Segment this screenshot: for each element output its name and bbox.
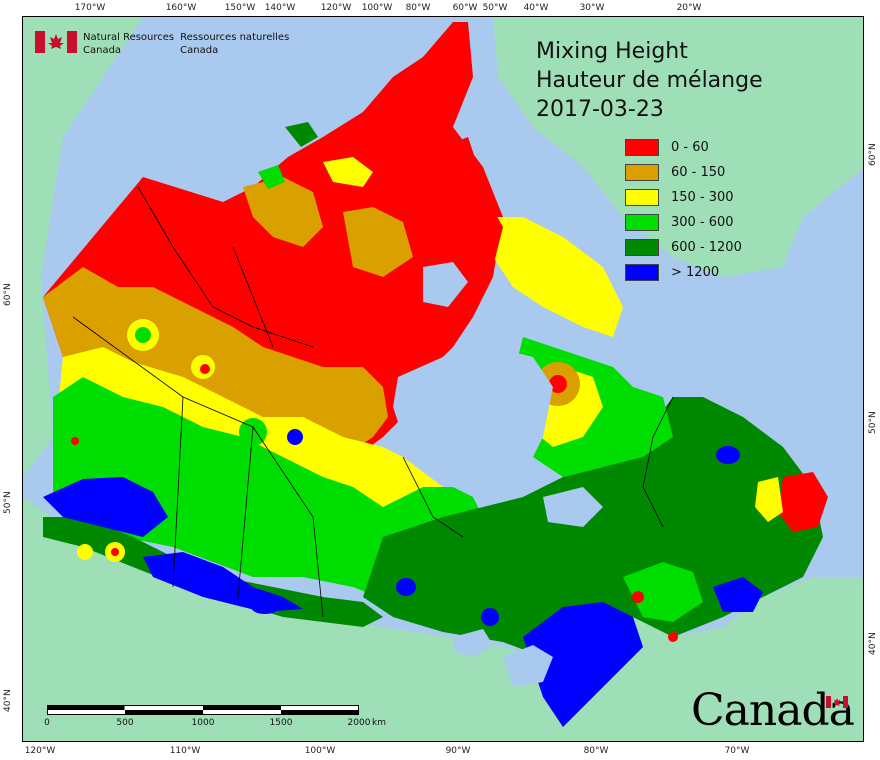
surrounding-land — [23, 17, 863, 741]
tick-top: 120°W — [320, 3, 352, 13]
tick-top: 20°W — [676, 3, 702, 13]
legend-swatch — [625, 139, 659, 156]
legend-swatch — [625, 264, 659, 281]
legend-label: > 1200 — [671, 265, 720, 280]
tick-top: 100°W — [361, 3, 393, 13]
scale-label: 500 — [116, 718, 134, 728]
province-borders — [72, 186, 674, 618]
tick-bottom: 90°W — [445, 746, 471, 756]
tick-top: 30°W — [579, 3, 605, 13]
legend: 0 - 60 60 - 150 150 - 300 300 - 600 600 … — [625, 135, 742, 285]
scale-unit: km — [372, 718, 386, 728]
tick-bottom: 100°W — [304, 746, 336, 756]
scale-label: 1500 — [269, 718, 293, 728]
canada-flag-icon — [35, 31, 77, 53]
legend-item: > 1200 — [625, 260, 742, 285]
legend-item: 300 - 600 — [625, 210, 742, 235]
legend-item: 60 - 150 — [625, 160, 742, 185]
wordmark-flag-icon — [826, 693, 848, 708]
tick-right: 40°N — [868, 632, 878, 655]
scale-label: 0 — [44, 718, 50, 728]
scale-bar: 0 500 1000 1500 2000 km — [44, 705, 386, 728]
tick-top: 160°W — [165, 3, 197, 13]
agency-name-en: Natural Resources Canada — [83, 31, 174, 57]
tick-top: 170°W — [74, 3, 106, 13]
canada-landmass — [43, 22, 828, 727]
legend-swatch — [625, 214, 659, 231]
tick-top: 80°W — [405, 3, 431, 13]
title-fr: Hauteur de mélange — [536, 68, 763, 93]
map-title: Mixing Height Hauteur de mélange 2017-03… — [536, 37, 763, 124]
legend-swatch — [625, 239, 659, 256]
map-canvas: Natural Resources Canada Ressources natu… — [22, 16, 864, 742]
tick-top: 40°W — [523, 3, 549, 13]
tick-top: 140°W — [264, 3, 296, 13]
agency-fr-line1: Ressources naturelles — [180, 32, 290, 43]
agency-en-line2: Canada — [83, 45, 122, 56]
tick-bottom: 110°W — [169, 746, 201, 756]
title-en: Mixing Height — [536, 39, 688, 64]
tick-top: 150°W — [224, 3, 256, 13]
tick-top: 60°W — [452, 3, 478, 13]
map-graphic — [23, 17, 863, 741]
legend-label: 0 - 60 — [671, 140, 709, 155]
agency-fr-line2: Canada — [180, 45, 219, 56]
tick-top: 50°W — [482, 3, 508, 13]
tick-left: 40°N — [3, 689, 13, 712]
legend-label: 600 - 1200 — [671, 240, 742, 255]
legend-label: 300 - 600 — [671, 215, 734, 230]
legend-item: 150 - 300 — [625, 185, 742, 210]
tick-bottom: 80°W — [583, 746, 609, 756]
agency-signature: Natural Resources Canada Ressources natu… — [35, 31, 289, 57]
tick-left: 60°N — [3, 283, 13, 306]
tick-right: 60°N — [868, 143, 878, 166]
tick-bottom: 120°W — [24, 746, 56, 756]
tick-bottom: 70°W — [724, 746, 750, 756]
legend-item: 0 - 60 — [625, 135, 742, 160]
agency-en-line1: Natural Resources — [83, 32, 175, 43]
legend-label: 60 - 150 — [671, 165, 726, 180]
canada-wordmark: Canada — [691, 685, 855, 736]
tick-right: 50°N — [868, 411, 878, 434]
scale-bar-graphic — [47, 705, 359, 715]
scale-label: 1000 — [191, 718, 215, 728]
agency-name-fr: Ressources naturelles Canada — [180, 31, 289, 57]
legend-label: 150 - 300 — [671, 190, 734, 205]
map-date: 2017-03-23 — [536, 97, 664, 122]
legend-swatch — [625, 189, 659, 206]
scale-label: 2000 — [347, 718, 371, 728]
tick-left: 50°N — [3, 491, 13, 514]
legend-item: 600 - 1200 — [625, 235, 742, 260]
legend-swatch — [625, 164, 659, 181]
